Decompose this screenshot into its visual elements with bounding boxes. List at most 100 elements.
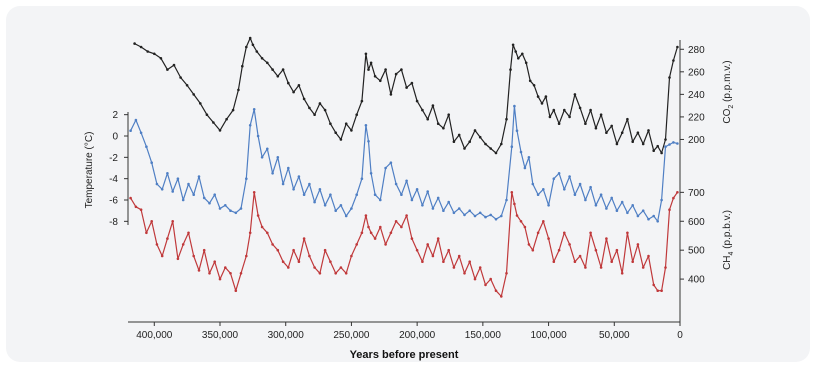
co2-data-point [442, 126, 445, 130]
temperature-data-point [266, 147, 269, 151]
ch4-data-point [484, 283, 487, 287]
co2-data-point [350, 129, 353, 132]
co2-data-point [251, 43, 255, 47]
temperature-data-point [252, 108, 256, 111]
temperature-data-point [676, 142, 679, 145]
y-tick-label: 240 [688, 90, 705, 101]
ch4-data-point [276, 248, 280, 252]
temperature-data-point [510, 145, 514, 148]
co2-data-point [212, 121, 215, 124]
temperature-data-point [245, 177, 248, 180]
temperature-data-point [256, 134, 260, 138]
co2-data-point [478, 135, 482, 139]
temperature-data-point [605, 207, 608, 210]
x-axis-title: Years before present [350, 349, 459, 361]
ch4-data-point [248, 231, 252, 235]
ch4-data-point [323, 248, 327, 252]
co2-data-point [394, 72, 398, 76]
ch4-data-point [373, 237, 377, 240]
temperature-data-point [547, 204, 550, 207]
temperature-data-point [457, 207, 461, 210]
temperature-data-point [400, 193, 403, 196]
ch4-data-point [573, 260, 577, 264]
ch4-data-point [369, 231, 373, 235]
ch4-data-point [150, 220, 153, 223]
ch4-data-point [473, 277, 477, 281]
ch4-data-point [589, 231, 592, 235]
co2-data-point [511, 43, 515, 47]
ch4-data-point [536, 231, 540, 235]
ch4-data-point [292, 248, 295, 252]
temperature-data-point [478, 211, 482, 215]
y-tick-label: 220 [688, 112, 705, 123]
co2-data-point [255, 50, 259, 53]
ch4-data-point [636, 243, 640, 246]
temperature-data-point [660, 198, 663, 202]
temperature-data-point [513, 104, 516, 108]
x-tick-label: 350,000 [202, 330, 239, 341]
temperature-data-point [515, 129, 519, 132]
ch4-data-point [656, 289, 659, 293]
temperature-data-point [426, 190, 430, 193]
co2-data-point [339, 138, 343, 141]
ch4-data-point [134, 205, 138, 209]
temperature-data-point [394, 182, 398, 186]
temperature-data-point [171, 190, 174, 193]
ch4-data-point [313, 266, 316, 269]
ch4-data-point [266, 231, 269, 235]
ch4-data-point [181, 243, 185, 246]
ch4-data-point [410, 237, 414, 240]
temperature-data-point [473, 214, 477, 218]
temperature-data-point [589, 185, 592, 189]
temperature-data-point [527, 156, 531, 159]
co2-data-point [302, 97, 306, 101]
co2-data-point [563, 108, 566, 112]
co2-data-point [552, 108, 556, 112]
co2-data-point [594, 126, 598, 130]
temperature-data-point [421, 204, 424, 207]
co2-data-point [484, 142, 487, 146]
co2-data-point [334, 131, 338, 134]
co2-data-point [364, 52, 368, 56]
ch4-data-point [631, 260, 634, 264]
y-ticks: 280 260 240 220 200 2 0 -2 -4 -6 -8 700 600 500 400 [109, 45, 705, 286]
temperature-data-point [192, 193, 195, 196]
temperature-data-point [500, 214, 503, 218]
x-tick-label: 50,000 [599, 330, 630, 341]
y-tick-label: 260 [688, 67, 705, 78]
temperature-data-point [329, 193, 332, 196]
co2-data-point [620, 131, 624, 134]
ch4-data-point [519, 220, 523, 223]
temperature-data-point [364, 124, 368, 127]
co2-data-point [172, 63, 176, 67]
co2-data-point [660, 151, 663, 155]
co2-data-point [536, 95, 540, 98]
temperature-data-point [360, 177, 364, 180]
co2-data-point [318, 102, 322, 105]
temperature-data-point [281, 182, 285, 186]
ch4-data-point [452, 266, 456, 269]
temperature-data-point [369, 172, 373, 175]
co2-data-point [389, 93, 393, 96]
co2-data-point [528, 79, 532, 83]
ch4-data-point [145, 231, 148, 235]
co2-data-point [524, 61, 528, 65]
co2-data-point [369, 61, 373, 65]
y-tick-label: 400 [688, 275, 705, 286]
ch4-data-point [478, 266, 482, 269]
ch4-data-point [563, 231, 566, 235]
co2-data-point [557, 122, 561, 125]
ch4-data-point [494, 289, 498, 293]
co2-data-point [379, 79, 382, 83]
temperature-data-point [334, 209, 338, 212]
co2-data-point [636, 131, 640, 134]
temperature-data-point [197, 175, 201, 178]
co2-data-point [245, 45, 248, 49]
ch4-data-point [523, 225, 527, 229]
ch4-axis-title-sub: 4 [728, 251, 735, 255]
x-tick-label: 0 [677, 330, 683, 341]
ch4-data-point [605, 237, 608, 240]
ch4-data-point [350, 254, 353, 258]
ch4-data-point [668, 208, 671, 211]
y-tick-label: 0 [112, 132, 118, 143]
